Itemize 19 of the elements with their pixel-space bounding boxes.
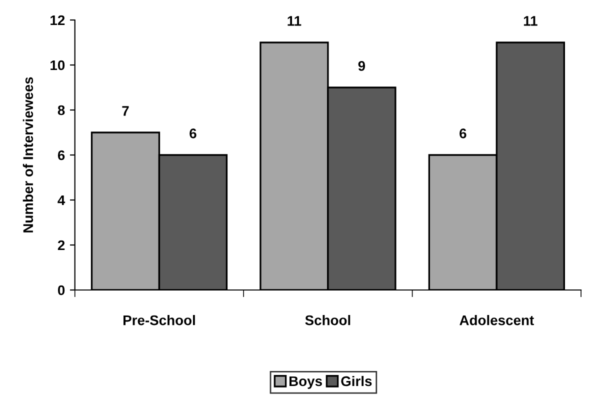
data-label: 6: [190, 128, 196, 138]
y-tick-label: 8: [58, 105, 65, 116]
x-tick-label: Adolescent: [460, 315, 534, 326]
data-label: 6: [460, 128, 466, 138]
legend-label: Girls: [341, 376, 372, 386]
y-tick-label: 12: [50, 15, 65, 26]
y-tick-label: 2: [58, 240, 65, 250]
y-tick-label: 4: [58, 195, 66, 206]
y-tick-label: 10: [50, 60, 65, 70]
x-tick-label: School: [305, 315, 350, 326]
y-axis-title: Number of Interviewees: [22, 77, 34, 232]
data-label: 11: [524, 16, 538, 26]
y-tick-label: 6: [58, 150, 65, 160]
data-label: 9: [358, 61, 366, 71]
legend-label: Boys: [290, 376, 322, 389]
x-tick-label: Pre-School: [124, 315, 195, 326]
data-label: 7: [122, 106, 129, 116]
data-label: 11: [288, 16, 302, 26]
y-tick-label: 0: [58, 285, 65, 296]
